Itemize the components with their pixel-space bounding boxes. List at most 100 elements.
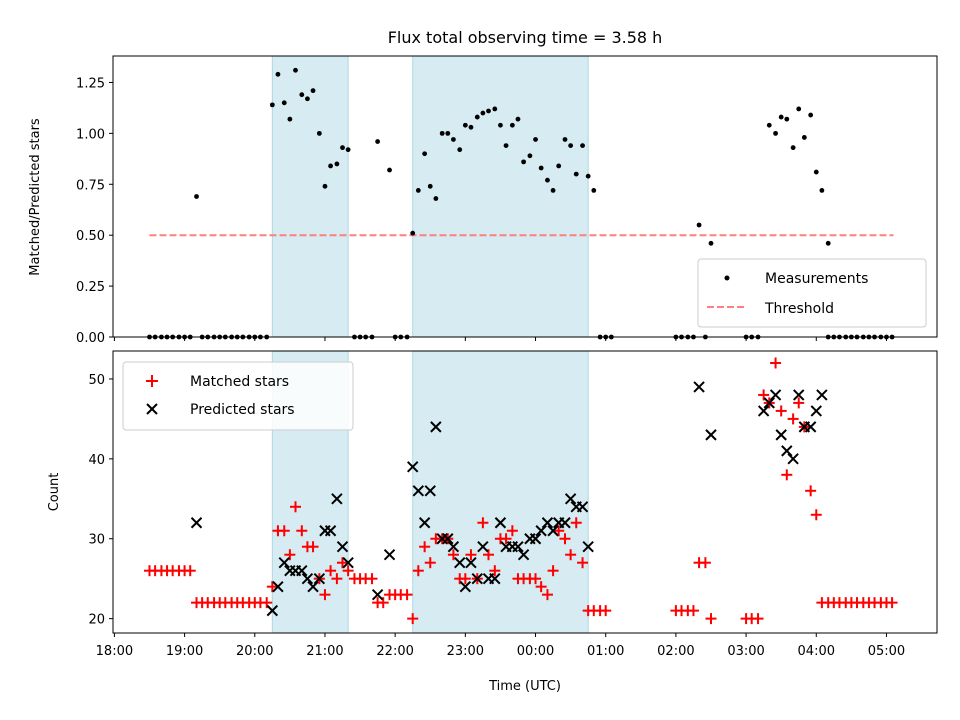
matched-star-point: [805, 485, 817, 497]
matched-star-point: [506, 525, 518, 537]
x-tick-label: 02:00: [657, 644, 694, 659]
matched-star-point: [553, 525, 565, 537]
bottom-x-ticks: 18:00 19:00 20:00 21:00 22:00 23:00 00:00 01:00…: [96, 633, 905, 659]
y-tick-label: 40: [88, 453, 105, 468]
top-shaded-intervals: [271, 55, 589, 338]
measurement-point: [316, 130, 322, 136]
predicted-star-point: [406, 461, 419, 473]
matched-star-point: [296, 525, 308, 537]
matched-star-point: [412, 565, 424, 577]
predicted-star-point: [517, 549, 530, 561]
measurement-point: [468, 124, 474, 130]
predicted-star-point: [775, 429, 787, 441]
measurement-point: [766, 122, 772, 128]
bottom-panel: 20 30 40 50 18:00 19:00 20:00 21:00 22:00 23:00 0…: [47, 350, 938, 694]
predicted-star-point: [477, 541, 489, 553]
measurement-point: [451, 137, 456, 142]
matched-star-point: [419, 541, 431, 553]
predicted-star-point: [757, 405, 770, 417]
y-tick-label: 1.00: [76, 127, 105, 142]
bottom-shaded-intervals: [271, 350, 589, 634]
matched-star-point: [577, 557, 589, 569]
matched-star-point: [810, 509, 822, 521]
measurement-point: [790, 145, 796, 151]
count-points: [143, 357, 898, 625]
predicted-star-point: [529, 533, 542, 545]
measurement-point: [573, 171, 579, 177]
measurement-point: [562, 137, 568, 142]
y-tick-label: 30: [88, 533, 105, 548]
top-x-ticks: [113, 337, 887, 341]
predicted-star-point: [705, 429, 717, 441]
x-tick-label: 18:00: [96, 644, 133, 659]
measurement-point: [492, 106, 498, 112]
y-tick-label: 20: [88, 613, 105, 628]
measurement-point: [322, 183, 328, 189]
y-tick-label: 50: [88, 373, 105, 388]
matched-star-point: [535, 581, 547, 593]
predicted-star-point: [781, 445, 793, 457]
measurement-point: [422, 151, 428, 157]
predicted-star-point: [810, 405, 822, 417]
measurement-point: [556, 163, 562, 169]
predicted-star-point: [804, 421, 817, 433]
predicted-star-point: [331, 493, 343, 505]
y-tick-label: 0.25: [76, 280, 105, 295]
measurement-point: [269, 102, 275, 108]
matched-star-point: [687, 605, 699, 617]
matched-star-point: [530, 573, 542, 585]
measurement-point: [281, 100, 287, 106]
matched-star-point: [752, 613, 764, 625]
measurement-point: [345, 147, 351, 153]
predicted-star-point: [547, 525, 559, 537]
measurement-point: [375, 139, 381, 144]
measurement-point: [410, 230, 416, 236]
legend-label-matched: Matched stars: [190, 374, 289, 390]
top-axes-frame: [112, 55, 938, 338]
measurement-point: [439, 130, 445, 136]
matched-star-point: [541, 589, 553, 601]
measurement-point: [509, 122, 515, 128]
x-tick-label: 21:00: [306, 644, 343, 659]
predicted-star-point: [535, 525, 547, 537]
measurement-point: [480, 110, 486, 116]
matched-star-point: [489, 565, 501, 577]
x-tick-label: 23:00: [447, 644, 484, 659]
predicted-star-point: [763, 397, 775, 409]
measurement-point: [708, 240, 714, 246]
predicted-star-point: [301, 572, 314, 585]
measurement-point: [328, 163, 333, 169]
measurement-point: [194, 194, 199, 199]
predicted-star-point: [769, 389, 782, 401]
measurement-point: [533, 137, 538, 142]
matched-star-point: [770, 357, 782, 369]
predicted-star-point: [296, 564, 308, 577]
matched-star-point: [266, 581, 278, 593]
matched-star-point: [793, 397, 805, 409]
predicted-star-point: [430, 421, 442, 433]
top-legend: Measurements Threshold: [697, 258, 927, 328]
predicted-star-point: [459, 580, 472, 593]
predicted-star-point: [793, 389, 805, 401]
matched-star-point: [465, 549, 477, 561]
predicted-star-point: [266, 604, 279, 617]
predicted-star-point: [324, 525, 337, 537]
matched-star-point: [447, 549, 459, 561]
x-tick-label: 22:00: [376, 644, 413, 659]
top-y-axis-label: Matched/Predicted stars: [28, 118, 43, 276]
matched-star-point: [337, 557, 349, 569]
predicted-star-point: [190, 517, 203, 529]
matched-star-point: [787, 413, 799, 425]
matched-star-point: [331, 573, 343, 585]
predicted-star-point: [471, 572, 483, 585]
matched-star-point: [261, 597, 273, 609]
predicted-star-point: [454, 556, 466, 569]
top-legend-box: [697, 258, 927, 328]
chart-title: Flux total observing time = 3.58 h: [388, 28, 663, 47]
measurement-point: [457, 147, 463, 153]
measurement-point: [462, 122, 468, 128]
predicted-star-point: [489, 572, 501, 585]
predicted-star-point: [465, 556, 477, 569]
measurement-point: [387, 167, 392, 173]
predicted-star-point: [512, 541, 524, 553]
